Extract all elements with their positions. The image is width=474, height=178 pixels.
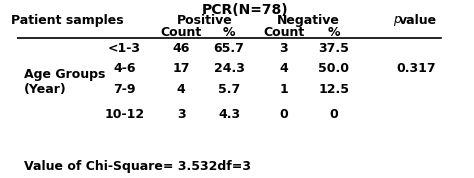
- Text: 5.7: 5.7: [218, 83, 240, 96]
- Text: Count: Count: [263, 26, 304, 39]
- Text: 50.0: 50.0: [318, 62, 349, 75]
- Text: 0: 0: [279, 108, 288, 121]
- Text: 12.5: 12.5: [318, 83, 349, 96]
- Text: value: value: [399, 14, 437, 27]
- Text: 37.5: 37.5: [319, 42, 349, 55]
- Text: 0: 0: [329, 108, 338, 121]
- Text: 10-12: 10-12: [104, 108, 145, 121]
- Text: %: %: [223, 26, 235, 39]
- Text: 65.7: 65.7: [214, 42, 245, 55]
- Text: 0.317: 0.317: [396, 62, 436, 75]
- Text: 17: 17: [173, 62, 190, 75]
- Text: Positive: Positive: [177, 14, 233, 27]
- Text: Value of Chi-Square= 3.532df=3: Value of Chi-Square= 3.532df=3: [24, 161, 251, 174]
- Text: 1: 1: [279, 83, 288, 96]
- Text: $p$: $p$: [392, 14, 402, 28]
- Text: 7-9: 7-9: [113, 83, 136, 96]
- Text: 4: 4: [279, 62, 288, 75]
- Text: 3: 3: [177, 108, 185, 121]
- Text: 4.3: 4.3: [218, 108, 240, 121]
- Text: PCR(N=78): PCR(N=78): [201, 3, 288, 17]
- Text: 4-6: 4-6: [113, 62, 136, 75]
- Text: %: %: [328, 26, 340, 39]
- Text: Negative: Negative: [277, 14, 340, 27]
- Text: Age Groups
(Year): Age Groups (Year): [24, 68, 106, 96]
- Text: Count: Count: [161, 26, 202, 39]
- Text: 46: 46: [173, 42, 190, 55]
- Text: 24.3: 24.3: [214, 62, 245, 75]
- Text: 3: 3: [279, 42, 288, 55]
- Text: 4: 4: [177, 83, 186, 96]
- Text: Patient samples: Patient samples: [11, 14, 124, 27]
- Text: <1-3: <1-3: [108, 42, 141, 55]
